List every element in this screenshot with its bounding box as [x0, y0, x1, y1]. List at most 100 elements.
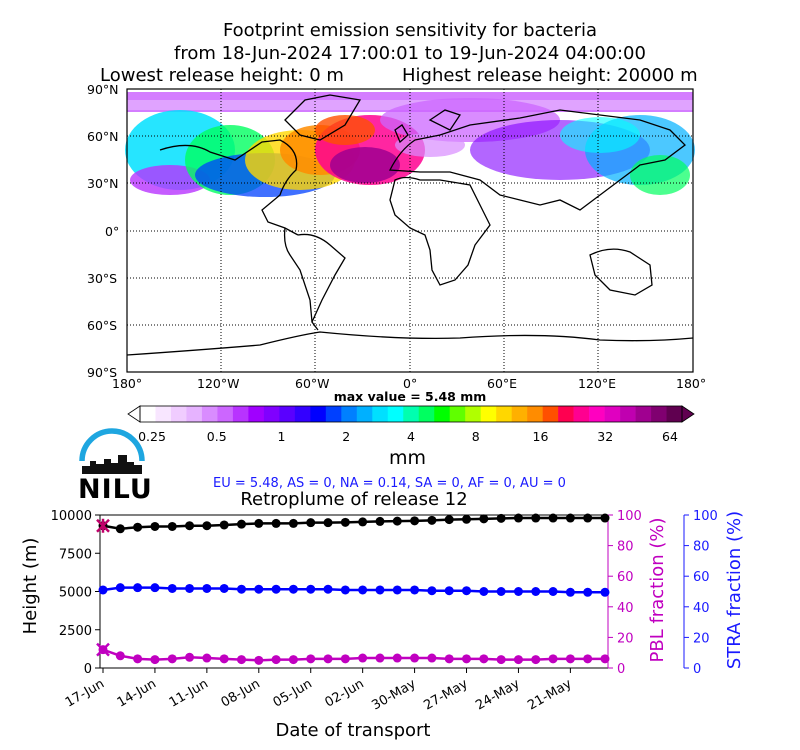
- colorbar-cell: [604, 406, 621, 422]
- series-point: [306, 584, 316, 594]
- pbl-tick-label: 0: [617, 662, 625, 677]
- series-point: [565, 513, 575, 523]
- lowest-release-label: Lowest release height: 0 m: [100, 65, 344, 86]
- x-tick-label: 30-May: [369, 676, 418, 713]
- colorbar-cell: [232, 406, 249, 422]
- lon-tick: 0°: [403, 376, 418, 391]
- series-point: [254, 518, 264, 528]
- series-point: [219, 520, 229, 530]
- series-point: [427, 515, 437, 525]
- series-point: [202, 521, 212, 531]
- lon-tick: 180°: [112, 376, 143, 391]
- colorbar-cell: [573, 406, 590, 422]
- series-point: [358, 653, 368, 663]
- colorbar-cell: [620, 406, 636, 422]
- series-point: [115, 524, 125, 534]
- x-axis-label: Date of transport: [276, 720, 431, 741]
- series-point: [236, 584, 246, 594]
- colorbar-cell: [186, 406, 203, 422]
- colorbar-cell: [387, 406, 404, 422]
- series-point: [133, 583, 143, 593]
- colorbar-cell: [496, 406, 512, 422]
- series-point: [496, 587, 506, 596]
- coastlines: [126, 94, 694, 356]
- stra-tick-label: 60: [693, 570, 710, 585]
- series-line: [102, 516, 605, 531]
- series-point: [375, 516, 385, 526]
- series-point: [185, 583, 195, 593]
- series-point: [462, 586, 472, 596]
- series-point: [288, 518, 298, 528]
- series-point: [236, 655, 246, 665]
- lon-tick: 60°E: [487, 376, 518, 391]
- pbl-tick-label: 80: [617, 540, 634, 555]
- series-point: [565, 654, 575, 664]
- x-tick-label: 05-Jun: [271, 676, 315, 710]
- lon-tick: 180°: [676, 376, 707, 391]
- colorbar-cell: [294, 406, 311, 422]
- colorbar-cell: [635, 406, 652, 422]
- series-point: [202, 653, 212, 663]
- stra-tick-label: 0: [693, 662, 701, 677]
- stra-tick-label: 20: [693, 631, 710, 646]
- series-point: [254, 655, 264, 665]
- series-point: [288, 584, 298, 594]
- series-point: [462, 514, 472, 524]
- colorbar-cell: [217, 406, 234, 422]
- series-point: [133, 522, 143, 532]
- colorbar-cell: [356, 406, 373, 422]
- series-point: [531, 513, 541, 523]
- series-point: [115, 651, 125, 661]
- colorbar-cell: [372, 406, 389, 422]
- series-point: [167, 583, 177, 593]
- series-point: [444, 654, 454, 664]
- colorbar-cell: [325, 406, 342, 422]
- lat-tick: 90°S: [87, 365, 118, 380]
- series-point: [513, 587, 523, 596]
- colorbar-cell: [480, 406, 497, 422]
- y-tick-label: 5000: [59, 586, 92, 601]
- series-point: [340, 585, 350, 595]
- retroplume-title: Retroplume of release 12: [240, 489, 468, 510]
- series-point: [513, 655, 523, 665]
- series-point: [271, 518, 281, 528]
- x-tick-label: 24-May: [473, 676, 522, 713]
- series-point: [323, 584, 333, 594]
- series-point: [548, 587, 558, 596]
- series-point: [340, 654, 350, 664]
- colorbar-cell: [248, 406, 265, 422]
- release-marker: [96, 642, 110, 657]
- series-point: [219, 654, 229, 664]
- series-point: [115, 583, 125, 593]
- lat-tick: 0°: [105, 224, 120, 239]
- series-point: [133, 654, 143, 664]
- pbl-axis: 0 20 40 60 80 100: [607, 509, 642, 677]
- series-point: [496, 513, 506, 523]
- stra-tick-label: 80: [693, 540, 710, 555]
- colorbar-cell: [666, 406, 683, 422]
- colorbar-cell: [558, 406, 574, 422]
- colorbar-cell: [465, 406, 481, 422]
- pbl-tick-label: 20: [617, 631, 634, 646]
- series-point: [531, 587, 541, 596]
- pbl-tick-label: 60: [617, 570, 634, 585]
- series-line: [102, 586, 605, 594]
- colorbar-cell: [542, 406, 559, 422]
- series-point: [462, 654, 472, 664]
- pbl-tick-label: 100: [617, 509, 642, 524]
- colorbar-tick-label: 2: [342, 429, 351, 444]
- x-tick-label: 11-Jun: [167, 676, 211, 710]
- series-point: [150, 583, 160, 593]
- release-marker: [96, 518, 110, 533]
- x-tick-label: 17-Jun: [63, 676, 107, 710]
- lat-tick: 60°N: [87, 129, 119, 144]
- pbl-tick-label: 40: [617, 601, 634, 616]
- colorbar-tick-label: 4: [407, 429, 415, 444]
- lon-tick: 120°E: [578, 376, 617, 391]
- lon-tick: 120°W: [197, 376, 240, 391]
- series-point: [98, 585, 108, 595]
- colorbar-tick-label: 16: [532, 429, 549, 444]
- nilu-logo-text: NILU: [78, 474, 153, 505]
- colorbar-cell: [201, 406, 218, 422]
